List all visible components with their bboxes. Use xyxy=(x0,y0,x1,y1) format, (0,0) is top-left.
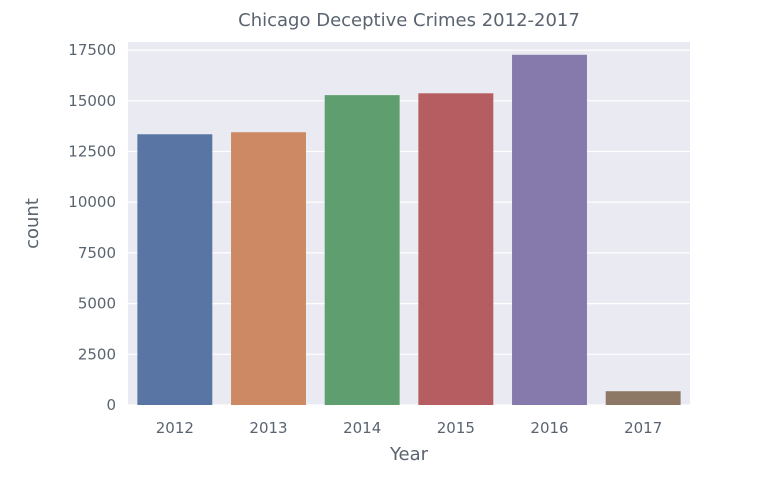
bar-2017 xyxy=(605,391,681,405)
y-tick-label: 0 xyxy=(106,396,116,414)
y-tick-labels: 0 2500 5000 7500 10000 12500 15000 17500 xyxy=(68,41,116,414)
y-tick-label: 5000 xyxy=(78,295,116,313)
bar-2013 xyxy=(231,132,306,405)
y-tick-label: 2500 xyxy=(78,345,116,363)
y-tick-label: 12500 xyxy=(68,143,116,161)
x-tick-label: 2014 xyxy=(343,419,381,437)
x-tick-label: 2015 xyxy=(437,419,475,437)
x-tick-label: 2016 xyxy=(530,419,568,437)
bar-2014 xyxy=(324,95,400,406)
y-tick-label: 7500 xyxy=(78,244,116,262)
gridlines xyxy=(128,49,690,406)
x-tick-label: 2013 xyxy=(249,419,287,437)
x-tick-label: 2012 xyxy=(156,419,194,437)
y-tick-label: 10000 xyxy=(68,193,116,211)
bars xyxy=(137,54,681,406)
chart-title: Chicago Deceptive Crimes 2012-2017 xyxy=(238,10,580,31)
x-axis-label: Year xyxy=(389,444,429,465)
bar-2012 xyxy=(137,134,213,406)
bar-2015 xyxy=(418,93,494,405)
y-axis-label: count xyxy=(22,198,43,249)
bar-2016 xyxy=(512,54,587,406)
x-tick-labels: 2012 2013 2014 2015 2016 2017 xyxy=(156,419,663,437)
x-tick-label: 2017 xyxy=(624,419,662,437)
y-tick-label: 17500 xyxy=(68,41,116,59)
plot-area xyxy=(128,42,690,405)
y-tick-label: 15000 xyxy=(68,92,116,110)
